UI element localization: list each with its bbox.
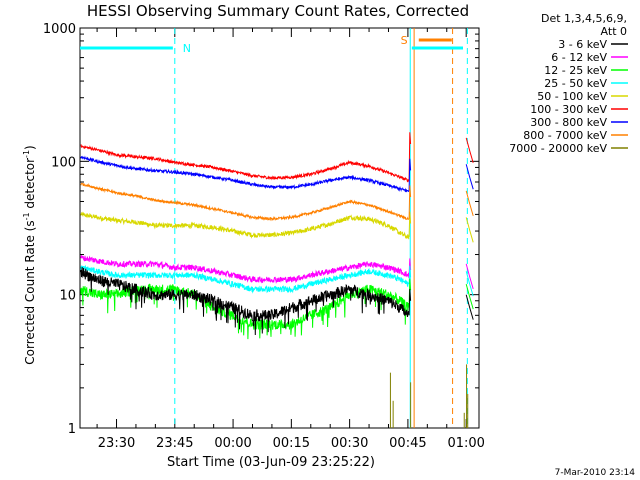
legend-entry-label: 50 - 100 keV	[537, 90, 607, 103]
series-spike	[465, 164, 474, 190]
y-tick-label: 10	[59, 289, 76, 304]
series-line	[80, 255, 410, 284]
y-tick-label: 100	[51, 155, 76, 170]
chart-title: HESSI Observing Summary Count Rates, Cor…	[87, 2, 469, 20]
x-tick-label: 00:30	[331, 436, 368, 451]
legend-entry-label: 7000 - 20000 keV	[509, 142, 607, 155]
legend-header: Att 0	[601, 25, 627, 38]
series-spike	[465, 294, 474, 320]
y-tick-label: 1	[68, 422, 76, 437]
x-tick-label: 00:00	[214, 436, 251, 451]
x-tick-label: 23:30	[98, 436, 135, 451]
plot-frame	[79, 27, 480, 429]
legend-entry-label: 800 - 7000 keV	[523, 129, 607, 142]
series-line	[80, 144, 410, 183]
series-line	[80, 264, 410, 294]
saa-marker-label: S	[401, 34, 408, 47]
legend-header: Det 1,3,4,5,6,9,	[541, 12, 627, 25]
series-line	[80, 182, 410, 222]
y-axis-label-sup1: -1	[22, 212, 31, 220]
x-tick-label: 00:15	[273, 436, 310, 451]
series-spike	[465, 271, 474, 297]
series-spike	[465, 190, 474, 217]
x-tick-label: 01:00	[447, 436, 484, 451]
plot-layer: 1 10 100 1000 23:30 23:45 00:00 00:15 00:30 00:45…	[43, 22, 485, 451]
series-spike	[465, 217, 474, 243]
night-marker-label: N	[183, 42, 191, 55]
x-axis-label: Start Time (03-Jun-09 23:25:22)	[167, 455, 375, 470]
series-spike	[465, 263, 474, 290]
y-axis-label-mid: detector	[23, 158, 37, 213]
series-line	[80, 155, 410, 193]
legend-entry-label: 25 - 50 keV	[544, 77, 607, 90]
legend-entry-label: 100 - 300 keV	[530, 103, 607, 116]
y-tick-label: 1000	[43, 22, 76, 37]
series-spike	[465, 283, 474, 310]
footer-date: 7-Mar-2010 23:14	[555, 468, 636, 478]
series-spike	[408, 158, 412, 191]
series-line	[80, 267, 410, 336]
y-axis-label-end: )	[23, 145, 37, 150]
series-spike	[408, 265, 412, 285]
x-tick-label: 23:45	[156, 436, 193, 451]
x-tick-label: 00:45	[389, 436, 426, 451]
y-axis-label: Corrected Count Rate (s-1 detector-1)	[22, 145, 37, 364]
series-spike	[465, 137, 474, 163]
series-spike	[408, 185, 412, 219]
series-spike	[408, 289, 412, 316]
legend-entry-label: 3 - 6 keV	[558, 38, 607, 51]
legend-entry-label: 12 - 25 keV	[544, 64, 607, 77]
series-line	[80, 211, 410, 240]
legend-entry-label: 300 - 800 keV	[530, 116, 607, 129]
legend-entry-label: 6 - 12 keV	[551, 51, 607, 64]
series-spike	[408, 211, 412, 238]
y-axis-label-main: Corrected Count Rate (s	[23, 220, 37, 364]
y-axis-label-sup2: -1	[22, 150, 31, 158]
